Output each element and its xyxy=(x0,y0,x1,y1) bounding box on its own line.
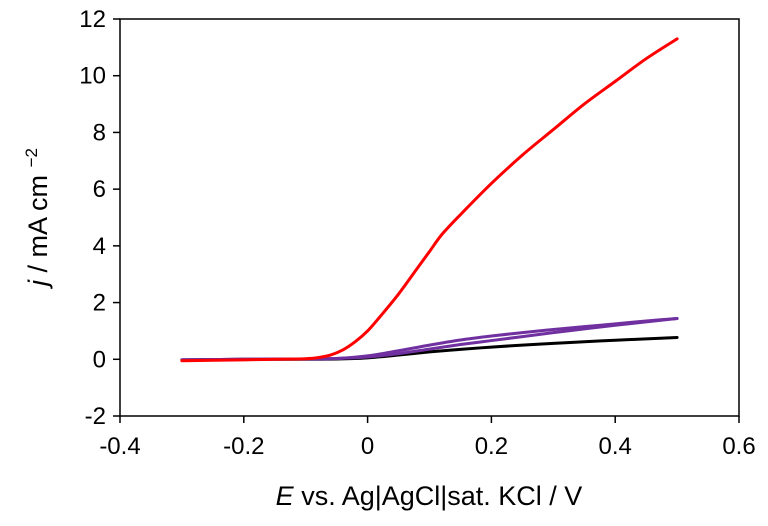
y-tick-label: 0 xyxy=(93,346,106,373)
x-tick-label: 0.2 xyxy=(475,433,508,460)
x-tick-label: -0.2 xyxy=(223,433,264,460)
y-tick-label: 8 xyxy=(93,119,106,146)
y-tick-label: 12 xyxy=(79,6,106,33)
series-layer xyxy=(180,37,679,363)
y-tick-label: -2 xyxy=(85,403,106,430)
plot-area-frame xyxy=(119,18,740,417)
x-axis-label: E vs. Ag|AgCl|sat. KCl / V xyxy=(276,481,583,511)
x-tick-label: 0.6 xyxy=(722,433,755,460)
x-axis: -0.4 -0.2 0 0.2 0.4 0.6 xyxy=(99,416,756,460)
series-line-red xyxy=(180,37,679,363)
y-axis-label-superscript: −2 xyxy=(22,148,41,167)
y-tick-label: 4 xyxy=(93,233,106,260)
x-tick-label: 0.4 xyxy=(599,433,632,460)
y-axis-label-variable: j xyxy=(23,279,53,290)
y-tick-label: 2 xyxy=(93,290,106,317)
y-axis-label-text: / mA cm xyxy=(23,175,53,273)
x-tick-label: 0 xyxy=(361,433,374,460)
x-axis-label-text: vs. Ag|AgCl|sat. KCl / V xyxy=(301,481,582,511)
y-axis-label: j / mA cm −2 xyxy=(22,148,53,290)
series-line-purple-1 xyxy=(180,316,679,362)
y-tick-label: 10 xyxy=(79,63,106,90)
x-axis-label-variable: E xyxy=(276,481,295,511)
y-tick-label: 6 xyxy=(93,176,106,203)
x-tick-label: -0.4 xyxy=(99,433,140,460)
y-axis: -2 0 2 4 6 8 10 12 xyxy=(79,6,120,430)
